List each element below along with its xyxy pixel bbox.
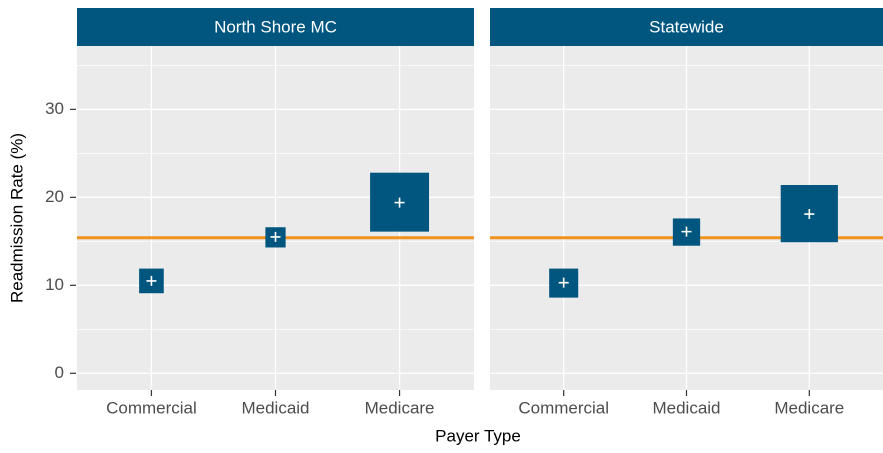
x-tick-label: Medicare bbox=[774, 398, 844, 417]
strip bbox=[490, 8, 883, 46]
x-tick-label: Medicare bbox=[365, 398, 435, 417]
y-tick-label: 20 bbox=[45, 187, 64, 206]
x-tick-label: Medicaid bbox=[241, 398, 309, 417]
x-axis-title: Payer Type bbox=[435, 426, 521, 445]
y-tick-label: 0 bbox=[55, 363, 64, 382]
x-tick-label: Commercial bbox=[106, 398, 197, 417]
strip-title: North Shore MC bbox=[214, 17, 337, 36]
x-tick-label: Commercial bbox=[518, 398, 609, 417]
point-estimate bbox=[804, 209, 815, 220]
y-tick-label: 30 bbox=[45, 99, 64, 118]
y-axis-title: Readmission Rate (%) bbox=[7, 133, 26, 303]
point-estimate bbox=[146, 275, 157, 286]
point-estimate bbox=[558, 277, 569, 288]
strip-title: Statewide bbox=[649, 17, 724, 36]
point-estimate bbox=[681, 226, 692, 237]
point-estimate bbox=[394, 197, 405, 208]
strip bbox=[77, 8, 474, 46]
y-tick-label: 10 bbox=[45, 275, 64, 294]
x-tick-label: Medicaid bbox=[652, 398, 720, 417]
point-estimate bbox=[270, 231, 281, 242]
